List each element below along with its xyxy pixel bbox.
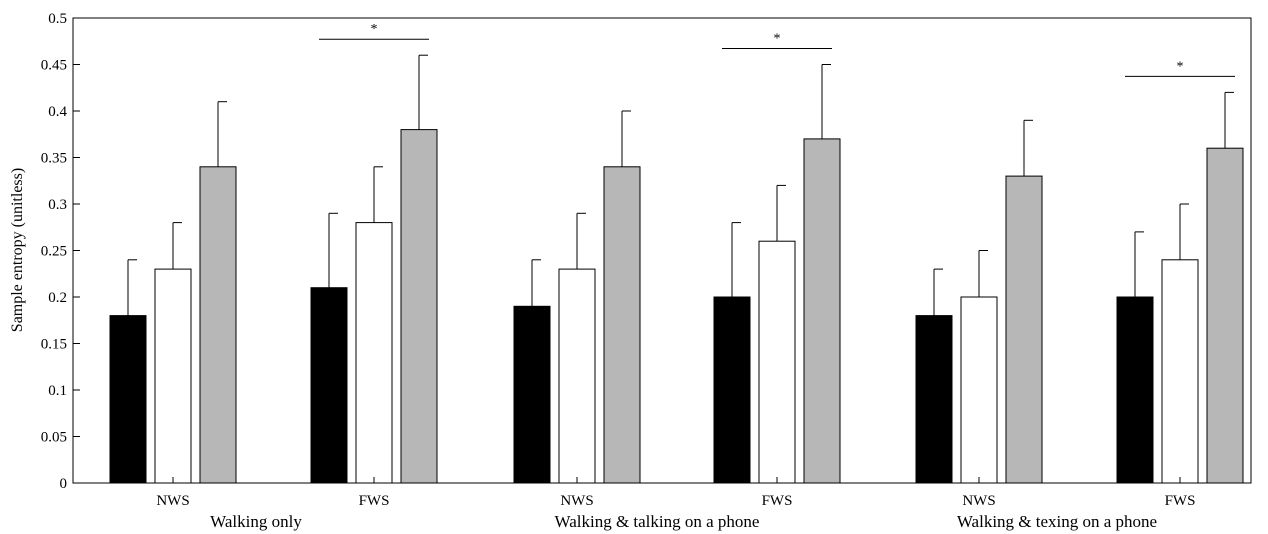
- bar: [758, 240, 796, 484]
- bar: [558, 268, 596, 484]
- significance-star: *: [371, 22, 378, 37]
- condition-label: Walking & texing on a phone: [957, 512, 1157, 531]
- bar: [960, 296, 998, 484]
- plot-frame: [72, 17, 1252, 484]
- x-tick-label: FWS: [1165, 493, 1196, 509]
- y-tick-label: 0.35: [41, 151, 67, 167]
- bar: [1005, 175, 1043, 484]
- bar: [603, 166, 641, 484]
- bar: [199, 166, 237, 484]
- y-tick-label: 0.15: [41, 337, 67, 353]
- x-tick-label: FWS: [762, 493, 793, 509]
- bar: [713, 296, 751, 484]
- bar: [513, 305, 551, 484]
- y-tick-label: 0.4: [48, 104, 67, 120]
- plot-area: 0 0.05 0.1 0.15 0.2 0.25 0.3 0.35 0.4 0.45 0.5 NWS…: [41, 11, 1252, 531]
- y-tick-label: 0: [60, 476, 68, 492]
- bar: [310, 287, 348, 484]
- bars: [109, 54, 1244, 484]
- bar: [355, 222, 393, 484]
- x-tick-label: FWS: [359, 493, 390, 509]
- condition-label: Walking only: [210, 512, 302, 531]
- y-tick-label: 0.25: [41, 244, 67, 260]
- bar: [1206, 147, 1244, 484]
- y-tick-label: 0.1: [48, 383, 67, 399]
- y-tick-label: 0.5: [48, 11, 67, 27]
- x-tick-label: NWS: [156, 493, 189, 509]
- bar: [1116, 296, 1154, 484]
- y-axis: 0 0.05 0.1 0.15 0.2 0.25 0.3 0.35 0.4 0.45 0.5: [41, 11, 80, 492]
- bar: [1161, 259, 1199, 484]
- x-tick-label: NWS: [962, 493, 995, 509]
- y-tick-label: 0.05: [41, 430, 67, 446]
- bar: [915, 315, 953, 484]
- bar: [154, 268, 192, 484]
- significance-markers: * * *: [319, 22, 1235, 77]
- y-tick-label: 0.3: [48, 197, 67, 213]
- significance-star: *: [1177, 59, 1184, 74]
- significance-star: *: [774, 32, 781, 47]
- condition-label: Walking & talking on a phone: [555, 512, 760, 531]
- x-tick-label: NWS: [560, 493, 593, 509]
- y-tick-label: 0.2: [48, 290, 67, 306]
- y-tick-label: 0.45: [41, 58, 67, 74]
- bar: [803, 138, 841, 484]
- bar: [400, 129, 438, 484]
- y-axis-label: Sample entropy (unitless): [9, 168, 26, 332]
- bar: [109, 315, 147, 484]
